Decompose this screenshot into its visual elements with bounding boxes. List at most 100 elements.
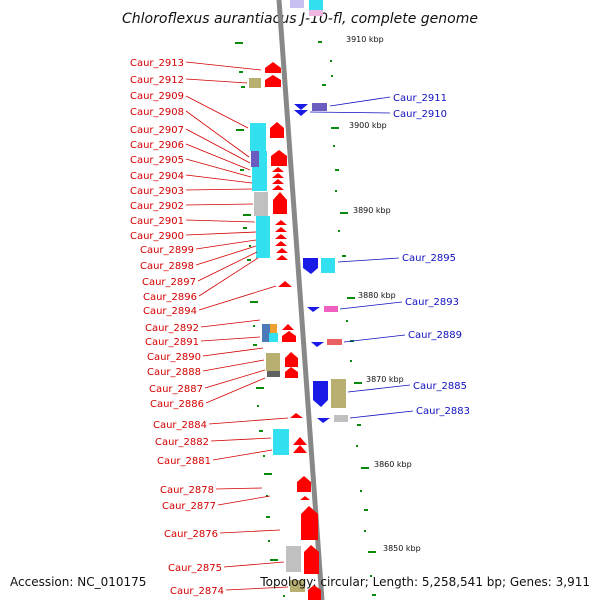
gene-arrow-reverse xyxy=(294,104,308,110)
minor-tick xyxy=(338,230,340,232)
chromosome-backbone xyxy=(276,0,325,600)
gene-label: Caur_2878 xyxy=(160,485,214,496)
gene-label: Caur_2910 xyxy=(393,109,447,120)
minor-tick xyxy=(346,320,348,322)
gene-label: Caur_2876 xyxy=(164,529,218,540)
leader-line xyxy=(204,369,266,389)
leader-line xyxy=(195,245,257,266)
gene-label: Caur_2897 xyxy=(142,277,196,288)
minor-tick xyxy=(356,445,358,447)
gene-box-purple xyxy=(290,0,304,8)
gene-box-purple xyxy=(251,151,259,167)
leader-line xyxy=(208,417,289,425)
accession-text: Accession: NC_010175 xyxy=(10,575,146,589)
gene-box-pink xyxy=(309,10,323,16)
leader-line xyxy=(185,231,257,236)
scale-label: 3910 kbp xyxy=(346,35,384,44)
leader-line xyxy=(185,203,254,206)
gene-label: Caur_2911 xyxy=(393,93,447,104)
leader-line xyxy=(185,143,251,171)
gene-box-gray xyxy=(334,415,348,422)
gene-box-gray xyxy=(254,192,268,216)
leader-line xyxy=(219,529,281,534)
gene-label: Caur_2874 xyxy=(170,586,224,597)
gene-arrow-forward xyxy=(270,122,284,138)
leader-line xyxy=(185,110,250,158)
gene-label: Caur_2913 xyxy=(130,58,184,69)
minor-tick xyxy=(331,75,333,77)
gene-box-pink xyxy=(327,339,342,345)
minor-tick xyxy=(266,495,268,497)
gene-box-orange xyxy=(270,324,277,333)
gene-arrow-forward xyxy=(275,241,287,246)
gene-label: Caur_2881 xyxy=(157,456,211,467)
gene-label: Caur_2906 xyxy=(130,140,184,151)
minor-tick xyxy=(333,145,335,147)
leader-line xyxy=(343,334,406,343)
leader-line xyxy=(195,239,257,250)
map-title: Chloroflexus aurantiacus J-10-fl, comple… xyxy=(122,11,478,27)
gene-arrow-forward xyxy=(278,281,292,287)
scale-label: 3890 kbp xyxy=(353,206,391,215)
gene-box-cyan xyxy=(321,258,335,273)
gene-arrow-forward xyxy=(272,167,284,172)
gene-box-olive xyxy=(331,379,346,408)
gene-label: Caur_2901 xyxy=(130,216,184,227)
leader-line xyxy=(185,78,248,84)
gene-label: Caur_2907 xyxy=(130,125,184,136)
gene-label: Caur_2884 xyxy=(153,420,207,431)
leader-line xyxy=(205,377,266,404)
gene-arrow-forward xyxy=(285,352,298,367)
gene-label: Caur_2899 xyxy=(140,245,194,256)
scale-label: 3880 kbp xyxy=(358,291,396,300)
gene-arrow-forward xyxy=(271,150,287,166)
gene-arrow-forward xyxy=(265,75,281,87)
gene-arrow-forward xyxy=(285,367,298,378)
gene-label: Caur_2894 xyxy=(143,306,197,317)
leader-line xyxy=(217,495,271,506)
gene-label: Caur_2886 xyxy=(150,399,204,410)
gene-arrow-forward xyxy=(265,62,281,73)
leader-line xyxy=(337,257,400,263)
minor-tick xyxy=(350,360,352,362)
gene-label: Caur_2896 xyxy=(143,292,197,303)
gene-label: Caur_2904 xyxy=(130,171,184,182)
gene-label: Caur_2895 xyxy=(402,253,456,264)
gene-label: Caur_2890 xyxy=(147,352,201,363)
gene-label: Caur_2883 xyxy=(416,406,470,417)
gene-box-cyan xyxy=(256,216,270,258)
gene-box-cyan xyxy=(269,333,278,342)
gene-arrow-forward xyxy=(297,476,311,492)
gene-box-cyan xyxy=(250,123,266,151)
gene-box-gray xyxy=(286,546,301,572)
gene-label: Caur_2891 xyxy=(145,337,199,348)
gene-box-cyan xyxy=(273,429,289,455)
leader-line xyxy=(185,188,253,191)
gene-arrow-forward xyxy=(275,220,287,225)
gene-box-cyan xyxy=(309,0,323,10)
gene-box-blue xyxy=(262,333,269,342)
gene-label: Caur_2898 xyxy=(140,261,194,272)
minor-tick xyxy=(263,455,265,457)
minor-tick xyxy=(249,245,251,247)
gene-arrow-reverse xyxy=(294,110,308,116)
left-gene-labels: Caur_2913 Caur_2912 Caur_2909 Caur_2908 … xyxy=(130,58,289,597)
gene-label: Caur_2905 xyxy=(130,155,184,166)
gene-arrow-forward xyxy=(275,227,287,232)
leader-line xyxy=(185,95,249,129)
gene-label: Caur_2882 xyxy=(155,437,209,448)
minor-tick xyxy=(283,595,285,597)
gene-label: Caur_2885 xyxy=(413,381,467,392)
scale-label: 3860 kbp xyxy=(374,460,412,469)
gene-arrow-reverse xyxy=(311,342,324,347)
gene-arrow-forward xyxy=(293,445,307,453)
gene-arrow-forward xyxy=(301,506,318,540)
scale-minor-ticks xyxy=(249,60,372,597)
gene-box-pink xyxy=(324,306,338,312)
gene-box-blue xyxy=(262,324,270,333)
gene-label: Caur_2887 xyxy=(149,384,203,395)
gene-arrow-reverse xyxy=(317,418,330,423)
gene-arrow-forward xyxy=(275,234,287,239)
gene-label: Caur_2900 xyxy=(130,231,184,242)
gene-arrow-forward xyxy=(308,585,321,600)
